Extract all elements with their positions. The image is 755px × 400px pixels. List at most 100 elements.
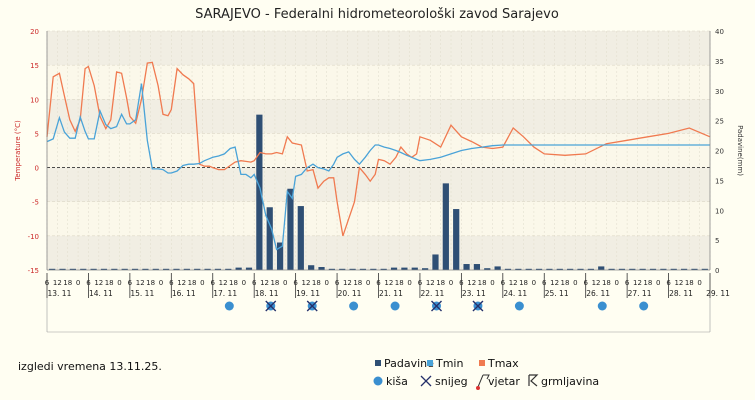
- x-day-label: 21. 11: [379, 289, 403, 298]
- legend-label: Padavine: [384, 357, 434, 370]
- x-hour-tick-label: 12: [550, 279, 559, 287]
- legend: Padavine Tmin Tmax kiša snijeg vjetar grmljavi…: [373, 357, 599, 390]
- precipitation-bar: [359, 268, 367, 270]
- y-right-tick-label: 20: [715, 148, 724, 156]
- x-hour-tick-label: 18: [229, 279, 238, 287]
- precipitation-bar: [598, 266, 605, 270]
- x-hour-tick-label: 12: [426, 279, 435, 287]
- precipitation-bar: [111, 268, 118, 270]
- wind-flag-icon: [477, 374, 484, 388]
- x-hour-tick-label: 18: [188, 279, 197, 287]
- x-hour-tick-label: 18: [105, 279, 114, 287]
- snowflake-icon: [431, 300, 443, 312]
- y-left-tick-label: 5: [35, 130, 39, 138]
- y-right-tick-label: 25: [715, 118, 724, 126]
- precipitation-bar: [473, 264, 481, 270]
- x-hour-tick-label: 0: [615, 279, 619, 287]
- precipitation-bar: [453, 209, 460, 270]
- x-day-label: 19. 11: [296, 289, 320, 298]
- y-left-tick-label: 10: [30, 96, 39, 104]
- thunder-icon: [529, 374, 539, 387]
- precipitation-bar: [556, 268, 563, 270]
- precipitation-bar: [183, 268, 190, 270]
- precipitation-bar: [608, 268, 615, 270]
- y-right-tick-label: 35: [715, 58, 724, 66]
- legend-swatch: [427, 360, 433, 366]
- x-hour-tick-label: 12: [509, 279, 518, 287]
- precipitation-bar: [463, 264, 470, 270]
- weather-markers: [224, 300, 649, 312]
- x-hour-tick-label: 0: [76, 279, 80, 287]
- precipitation-bar: [266, 207, 273, 270]
- x-hour-tick-label: 12: [592, 279, 601, 287]
- precipitation-bar: [49, 268, 56, 270]
- precipitation-bar: [297, 206, 304, 270]
- x-hour-tick-label: 18: [561, 279, 570, 287]
- x-hour-tick-label: 18: [478, 279, 487, 287]
- rain-dot-icon: [349, 301, 359, 311]
- x-hour-tick-label: 0: [532, 279, 536, 287]
- x-hour-tick-label: 0: [490, 279, 494, 287]
- precipitation-bar: [411, 267, 418, 270]
- precipitation-bar: [567, 268, 574, 270]
- x-hour-tick-label: 0: [697, 279, 701, 287]
- legend-label: snijeg: [435, 375, 468, 388]
- precipitation-bar: [142, 268, 149, 270]
- x-hour-tick-label: 0: [200, 279, 204, 287]
- x-day-label: 18. 11: [255, 289, 279, 298]
- y-left-tick-label: -5: [32, 199, 39, 207]
- tmin-line: [46, 83, 710, 251]
- x-day-label: 22. 11: [420, 289, 444, 298]
- y-right-tick-label: 40: [715, 28, 724, 36]
- precipitation-bar: [100, 268, 108, 270]
- precipitation-bar: [318, 267, 325, 270]
- precipitation-bar: [432, 254, 439, 270]
- precipitation-bar: [577, 268, 584, 270]
- precipitation-bar: [80, 268, 87, 270]
- precipitation-bar: [225, 268, 232, 270]
- precipitation-bar: [680, 268, 688, 270]
- x-hour-tick-label: 18: [519, 279, 528, 287]
- x-hour-tick-label: 12: [467, 279, 476, 287]
- precipitation-bar: [152, 268, 159, 270]
- x-hour-tick-label: 12: [343, 279, 352, 287]
- x-day-label: 16. 11: [172, 289, 196, 298]
- footer-note: izgledi vremena 13.11.25.: [18, 360, 162, 373]
- precipitation-bar: [204, 268, 211, 270]
- legend-label: Tmax: [487, 357, 519, 370]
- wind-flag-icon: [476, 386, 480, 390]
- x-hour-tick-label: 12: [177, 279, 186, 287]
- y-right-axis-label: Padavine(mm): [736, 125, 744, 176]
- precipitation-bar: [380, 268, 387, 270]
- temperature-lines: [46, 61, 711, 251]
- precipitation-bar: [618, 268, 626, 270]
- precipitation-bar: [349, 268, 356, 270]
- x-hour-tick-label: 0: [656, 279, 660, 287]
- x-hour-tick-label: 0: [242, 279, 246, 287]
- precipitation-bar: [535, 268, 543, 270]
- x-hour-tick-label: 12: [136, 279, 145, 287]
- y-right-tick-label: 10: [715, 207, 724, 215]
- x-hour-tick-label: 18: [63, 279, 72, 287]
- y-right-tick-label: 15: [715, 177, 724, 185]
- x-hour-tick-label: 18: [395, 279, 404, 287]
- precipitation-bar: [214, 268, 222, 270]
- legend-label: grmljavina: [541, 375, 599, 388]
- precipitation-bar: [194, 268, 201, 270]
- y-right-tick-label: 5: [715, 237, 719, 245]
- y-left-axis-label: Temperature (°C): [14, 120, 22, 182]
- x-hour-tick-label: 0: [117, 279, 121, 287]
- legend-label: vjetar: [488, 375, 520, 388]
- legend-swatch: [375, 360, 381, 366]
- precipitation-bar: [370, 268, 377, 270]
- x-hour-tick-label: 18: [146, 279, 155, 287]
- rain-dot-icon: [514, 301, 524, 311]
- x-hour-tick-label: 12: [53, 279, 62, 287]
- x-day-label: 25. 11: [545, 289, 569, 298]
- x-day-label: 17. 11: [213, 289, 237, 298]
- precipitation-bar: [494, 266, 501, 270]
- precipitation-bar: [484, 268, 491, 270]
- tmax-line: [46, 61, 711, 237]
- x-day-label: 29. 11: [706, 289, 730, 298]
- x-hour-tick-label: 12: [674, 279, 683, 287]
